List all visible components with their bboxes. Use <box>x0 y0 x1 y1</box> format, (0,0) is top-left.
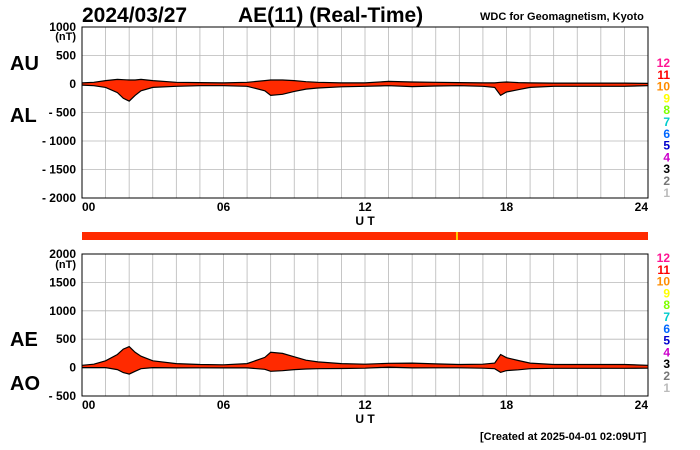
legend-item: 3 <box>663 357 670 371</box>
x-tick-label: 06 <box>217 200 231 214</box>
y-tick-label: 1500 <box>49 275 76 289</box>
y-tick-label: - 500 <box>49 389 77 403</box>
y-tick-label: - 500 <box>49 106 77 120</box>
legend-item: 10 <box>657 80 671 94</box>
chart-title: AE(11) (Real-Time) <box>238 4 424 27</box>
x-tick-label: 12 <box>358 398 372 412</box>
x-tick-label: 24 <box>635 398 649 412</box>
series-label-ao: AO <box>10 373 40 395</box>
credit-text: WDC for Geomagnetism, Kyoto <box>480 11 644 23</box>
legend-item: 3 <box>663 162 670 176</box>
legend-item: 5 <box>663 334 670 348</box>
legend-item: 1 <box>663 186 670 200</box>
x-tick-label: 00 <box>82 398 96 412</box>
legend-item: 12 <box>657 56 671 70</box>
legend-item: 7 <box>663 115 670 129</box>
y-tick-label: 2000 <box>49 247 76 261</box>
legend-item: 10 <box>657 275 671 289</box>
legend-item: 9 <box>663 91 670 105</box>
series-label-al: AL <box>10 105 37 127</box>
legend-item: 9 <box>663 286 670 300</box>
legend-item: 2 <box>663 174 670 188</box>
station-bar-marker <box>455 232 458 240</box>
unit-label: (nT) <box>55 31 76 43</box>
station-bar <box>82 232 648 240</box>
y-tick-label: 500 <box>56 332 76 346</box>
series-line-ao <box>82 366 649 375</box>
legend-item: 6 <box>663 322 670 336</box>
series-label-au: AU <box>10 53 39 75</box>
y-tick-label: 500 <box>56 49 76 63</box>
series-line-al <box>81 84 649 102</box>
legend-item: 4 <box>663 345 670 359</box>
legend-item: 8 <box>663 298 670 312</box>
x-tick-label: 18 <box>500 398 514 412</box>
y-tick-label: 0 <box>69 361 76 375</box>
y-tick-label: 1000 <box>49 304 76 318</box>
legend-item: 7 <box>663 310 670 324</box>
legend-item: 8 <box>663 103 670 117</box>
x-tick-label: 24 <box>635 200 649 214</box>
plot-frame <box>81 26 649 199</box>
x-tick-label: 12 <box>358 200 372 214</box>
legend-item: 2 <box>663 369 670 383</box>
series-line-au <box>81 78 649 84</box>
y-tick-label: 1000 <box>49 20 76 34</box>
data-area <box>82 79 648 102</box>
legend-item: 1 <box>663 381 670 395</box>
y-tick-label: - 1500 <box>42 163 76 177</box>
legend-item: 5 <box>663 139 670 153</box>
legend-item: 6 <box>663 127 670 141</box>
y-tick-label: 0 <box>69 77 76 91</box>
x-axis-label: U T <box>355 214 375 228</box>
plot-frame <box>81 253 649 397</box>
date-title: 2024/03/27 <box>82 4 188 27</box>
legend-item: 4 <box>663 150 670 164</box>
x-axis-label: U T <box>355 412 375 426</box>
series-line-ae <box>81 345 649 366</box>
unit-label: (nT) <box>55 259 76 271</box>
x-tick-label: 18 <box>500 200 514 214</box>
x-tick-label: 00 <box>82 200 96 214</box>
legend-item: 11 <box>657 263 670 277</box>
created-timestamp: [Created at 2025-04-01 02:09UT] <box>480 431 647 443</box>
series-label-ae: AE <box>10 329 38 351</box>
y-tick-label: - 2000 <box>42 191 76 205</box>
x-tick-label: 06 <box>217 398 231 412</box>
legend-item: 11 <box>657 68 670 82</box>
data-area <box>82 346 648 375</box>
y-tick-label: - 1000 <box>42 134 76 148</box>
legend-item: 12 <box>657 251 671 265</box>
